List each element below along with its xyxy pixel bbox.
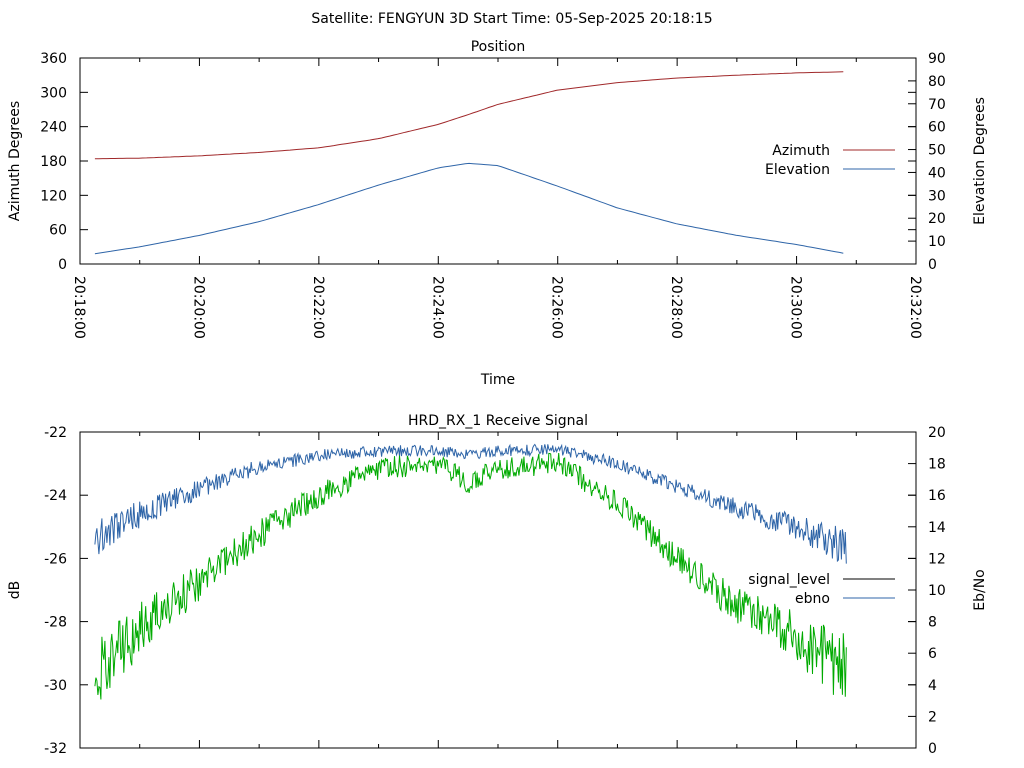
y2-tick-label: 20 [928,425,946,441]
y2-tick-label: 10 [928,234,946,250]
chart-title: Position [471,39,526,55]
y2-tick-label: 18 [928,457,946,473]
y-tick-label: 300 [40,85,67,101]
y-tick-label: 360 [40,51,67,67]
legend-label-signal-level: signal_level [748,572,830,588]
series-line-azimuth [94,71,844,160]
y2-tick-label: 14 [928,520,946,536]
y2-tick-label: 90 [928,51,946,67]
series-line-elevation [94,162,844,255]
y-tick-label: 60 [49,223,67,239]
x-tick-label: 20:26:00 [549,276,565,339]
position-chart: Position 0 60 120 180 240 300 360 0 10 20 30 40 50 60 7… [7,39,988,388]
y-tick-label: -32 [44,741,67,757]
signal-chart: HRD_RX_1 Receive Signal -22 -24 -26 -28 -30 -3… [7,413,988,757]
series-line-unnamed-2 [94,452,847,700]
y2-tick-label: 12 [928,551,946,567]
y2-axis-label: Elevation Degrees [972,97,988,225]
legend-label-azimuth: Azimuth [772,143,830,159]
legend-label-elevation: Elevation [765,162,830,178]
y2-tick-label: 70 [928,97,946,113]
y-axis-label: dB [7,581,23,600]
y-tick-label: -28 [44,615,67,631]
y2-tick-label: 4 [928,678,937,694]
y-tick-label: 120 [40,188,67,204]
y-tick-label: 180 [40,154,67,170]
y2-tick-label: 20 [928,211,946,227]
x-tick-label: 20:22:00 [310,276,326,339]
plot-frame [79,57,917,265]
y2-tick-label: 50 [928,143,946,159]
y2-tick-label: 8 [928,615,937,631]
y-tick-label: -26 [44,551,67,567]
x-tick-label: 20:32:00 [907,276,923,339]
x-tick-label: 20:28:00 [668,276,684,339]
plot-frame [79,431,917,749]
y-tick-label: 0 [58,257,67,273]
y-tick-label: -30 [44,678,67,694]
x-tick-label: 20:18:00 [71,276,87,339]
x-tick-label: 20:30:00 [788,276,804,339]
y2-tick-label: 40 [928,165,946,181]
y2-tick-label: 30 [928,188,946,204]
y2-axis-label: Eb/No [972,569,988,611]
y2-tick-label: 0 [928,257,937,273]
y-tick-label: 240 [40,120,67,136]
y2-tick-label: 16 [928,488,946,504]
y2-tick-label: 0 [928,741,937,757]
x-axis-label: Time [480,372,515,388]
y2-tick-label: 10 [928,583,946,599]
y2-tick-label: 60 [928,120,946,136]
legend-label-ebno: ebno [795,591,830,607]
series-line-ebno [94,443,847,564]
y-axis-label: Azimuth Degrees [7,101,23,221]
header-title: Satellite: FENGYUN 3D Start Time: 05-Sep… [311,11,712,27]
chart-title: HRD_RX_1 Receive Signal [408,413,588,429]
y-tick-label: -22 [44,425,67,441]
y2-tick-label: 80 [928,74,946,90]
y2-tick-label: 6 [928,646,937,662]
x-tick-label: 20:20:00 [190,276,206,339]
y-tick-label: -24 [44,488,67,504]
y2-tick-label: 2 [928,709,937,725]
x-tick-label: 20:24:00 [429,276,445,339]
